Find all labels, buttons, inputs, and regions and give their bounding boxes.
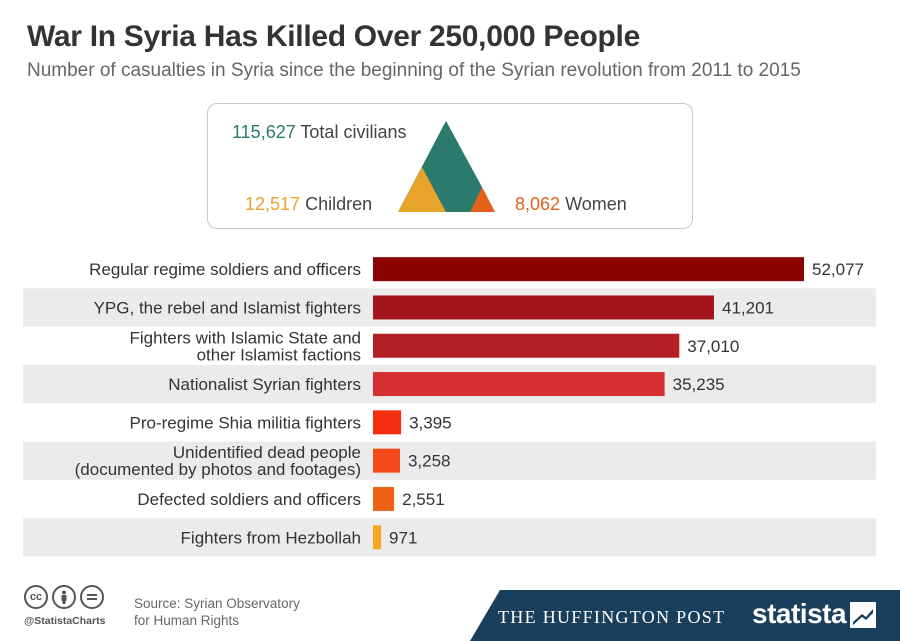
value-label: 3,258	[408, 452, 451, 471]
huffington-post-logo[interactable]: The Huffington Post	[498, 607, 726, 627]
creative-commons-icon[interactable]: cc	[24, 585, 48, 609]
value-label: 37,010	[687, 337, 739, 356]
chart-subtitle: Number of casualties in Syria since the …	[27, 60, 801, 81]
civilians-summary: 115,627 Total civilians	[232, 122, 406, 143]
bar	[373, 295, 714, 320]
license-icons: cc	[24, 585, 104, 609]
bar	[373, 410, 402, 435]
category-label: Pro-regime Shia militia fighters	[130, 413, 361, 432]
category-label: YPG, the rebel and Islamist fighters	[94, 298, 361, 317]
source-line-2: for Human Rights	[134, 613, 240, 628]
category-label: Unidentified dead people (documented by p…	[75, 443, 361, 479]
source-note: Source: Syrian Observatory for Human Rig…	[134, 595, 300, 629]
value-label: 52,077	[812, 260, 864, 279]
value-label: 971	[389, 528, 417, 547]
bar	[373, 486, 395, 511]
bar	[373, 333, 680, 358]
children-value: 12,517	[245, 194, 301, 214]
statista-handle[interactable]: @StatistaCharts	[24, 615, 106, 627]
category-label: Regular regime soldiers and officers	[89, 260, 361, 279]
category-label: Fighters with Islamic State and other Isl…	[130, 328, 361, 364]
civilians-value: 115,627	[232, 122, 296, 142]
value-label: 2,551	[402, 490, 445, 509]
row-stripe	[23, 518, 876, 557]
category-label: Fighters from Hezbollah	[181, 528, 361, 547]
statista-logo-text[interactable]: statista	[752, 598, 847, 629]
statista-logo-icon	[850, 602, 876, 628]
value-label: 41,201	[722, 298, 774, 317]
bar	[373, 372, 665, 397]
bar	[373, 257, 804, 282]
no-derivatives-icon[interactable]	[80, 585, 104, 609]
children-label: Children	[305, 194, 373, 214]
women-label: Women	[565, 194, 627, 214]
children-summary: 12,517 Children	[245, 194, 372, 215]
source-line-1: Source: Syrian Observatory	[134, 596, 300, 611]
civilians-label: Total civilians	[300, 122, 407, 142]
row-stripe	[23, 441, 876, 480]
women-value: 8,062	[515, 194, 561, 214]
value-label: 3,395	[409, 413, 452, 432]
women-summary: 8,062 Women	[515, 194, 627, 215]
value-label: 35,235	[673, 375, 725, 394]
category-label: Nationalist Syrian fighters	[168, 375, 361, 394]
chart-title: War In Syria Has Killed Over 250,000 Peo…	[27, 20, 640, 53]
bar	[373, 525, 382, 550]
category-label: Defected soldiers and officers	[137, 490, 361, 509]
attribution-icon[interactable]	[52, 585, 76, 609]
bar	[373, 448, 400, 473]
publisher-banner	[470, 590, 900, 641]
